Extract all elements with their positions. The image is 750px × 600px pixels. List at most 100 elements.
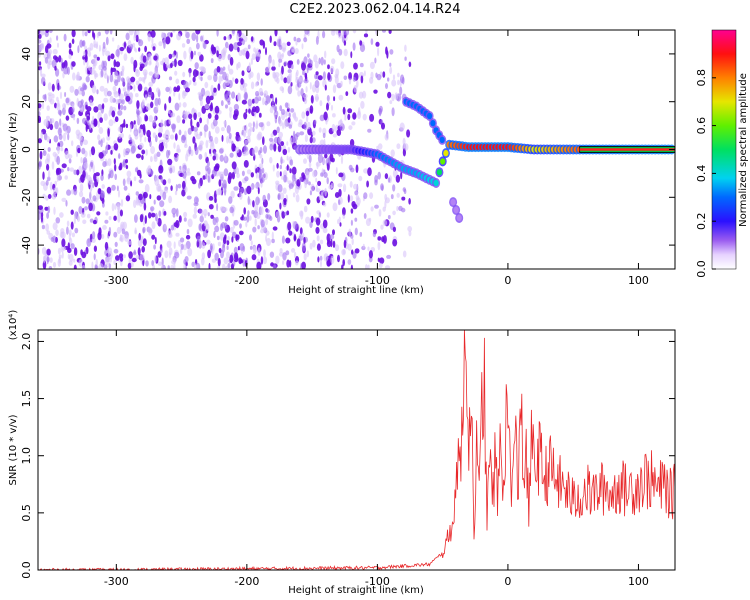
spectrogram-noise-cell: [299, 227, 303, 235]
spectrogram-noise-cell: [126, 176, 131, 183]
spectrogram-noise-cell: [392, 210, 396, 216]
spectrogram-noise-cell: [99, 85, 105, 92]
spectrogram-noise-cell: [252, 226, 257, 233]
spectrogram-noise-cell: [137, 247, 141, 256]
spectrogram-noise-cell: [52, 187, 58, 195]
spectrogram-noise-cell: [71, 103, 75, 109]
spectrogram-noise-cell: [167, 158, 173, 166]
spectrogram-noise-cell: [230, 190, 235, 199]
spectrogram-noise-cell: [359, 44, 366, 53]
spectrogram-noise-cell: [213, 151, 216, 157]
spectrogram-noise-cell: [317, 256, 320, 263]
spectrogram-noise-cell: [136, 169, 142, 177]
spectrogram-noise-cell: [142, 226, 146, 233]
spectrogram-noise-cell: [126, 76, 131, 82]
spectrogram-noise-cell: [225, 41, 229, 49]
spectrogram-noise-cell: [182, 102, 187, 108]
spectrogram-noise-cell: [237, 41, 243, 47]
spectrogram-noise-cell: [224, 189, 227, 196]
spectrogram-noise-cell: [260, 229, 265, 234]
spectrogram-noise-cell: [258, 163, 264, 169]
spectrogram-noise-cell: [291, 166, 297, 175]
spectrogram-noise-cell: [310, 215, 314, 223]
spectrogram-noise-cell: [247, 98, 253, 107]
spectrogram-noise-cell: [152, 46, 156, 51]
colorbar-tick-label: 0.6: [695, 117, 708, 135]
spectrogram-noise-cell: [40, 131, 43, 140]
spectrogram-noise-cell: [165, 86, 170, 93]
spectrogram-noise-cell: [56, 155, 61, 165]
spectrogram-noise-cell: [255, 90, 260, 97]
x-tick-label: -300: [104, 274, 129, 287]
spectrogram-noise-cell: [262, 256, 268, 265]
spectrogram-noise-cell: [331, 123, 336, 133]
x-tick-label: -200: [234, 274, 259, 287]
spectrogram-noise-cell: [61, 62, 65, 69]
spectrogram-noise-cell: [312, 170, 317, 178]
spectrogram-noise-cell: [38, 103, 42, 109]
spectrogram-noise-cell: [52, 261, 57, 268]
spectrogram-noise-cell: [250, 36, 254, 42]
spectrogram-noise-cell: [228, 196, 233, 204]
spectrogram-noise-cell: [279, 171, 282, 177]
spectrogram-noise-cell: [122, 254, 126, 259]
spectrogram-noise-cell: [354, 217, 358, 222]
spectrogram-noise-cell: [159, 200, 165, 208]
spectrogram-noise-cell: [262, 136, 265, 146]
spectrogram-noise-cell: [135, 153, 142, 159]
y-tick-label: 0.5: [20, 504, 33, 522]
spectrogram-noise-cell: [114, 116, 119, 123]
spectrogram-noise-cell: [122, 221, 127, 230]
spectrogram-noise-cell: [278, 131, 283, 139]
spectrogram-noise-cell: [370, 38, 374, 45]
spectrogram-noise-cell: [59, 140, 64, 148]
spectrogram-noise-cell: [135, 69, 140, 78]
spectrogram-noise-cell: [185, 110, 188, 119]
spectrogram-noise-cell: [210, 245, 213, 253]
spectrogram-noise-cell: [96, 89, 99, 95]
spectrogram-noise-cell: [118, 153, 121, 159]
spectrogram-noise-cell: [53, 206, 56, 215]
spectrogram-noise-cell: [196, 42, 200, 50]
spectrogram-noise-cell: [68, 158, 72, 164]
spectrogram-noise-cell: [59, 212, 64, 218]
spectrogram-noise-cell: [38, 205, 43, 211]
spectrogram-noise-cell: [178, 129, 182, 136]
spectrogram-noise-cell: [56, 96, 59, 102]
spectrogram-noise-cell: [279, 54, 284, 60]
spectrogram-noise-cell: [47, 205, 51, 214]
spectrogram-noise-cell: [51, 93, 55, 99]
spectrogram-noise-cell: [319, 114, 325, 122]
spectrogram-noise-cell: [98, 44, 101, 52]
spectrogram-noise-cell: [180, 168, 186, 174]
spectrogram-noise-cell: [343, 40, 347, 46]
spectrogram-noise-cell: [266, 237, 271, 247]
spectrogram-noise-cell: [107, 127, 110, 137]
spectrogram-noise-cell: [114, 241, 118, 247]
spectrogram-noise-cell: [220, 100, 224, 107]
spectrogram-noise-cell: [249, 245, 253, 250]
spectrogram-noise-cell: [315, 93, 319, 102]
spectrogram-noise-cell: [165, 142, 168, 149]
spectrogram-noise-cell: [263, 172, 268, 181]
spectrogram-noise-cell: [214, 105, 220, 114]
spectrogram-noise-cell: [228, 106, 233, 112]
spectrogram-noise-cell: [250, 240, 253, 246]
spectrogram-noise-cell: [113, 231, 118, 238]
spectrogram-noise-cell: [268, 137, 274, 142]
spectrogram-noise-cell: [262, 97, 265, 106]
spectrogram-noise-cell: [115, 255, 120, 261]
spectrogram-noise-cell: [157, 261, 163, 266]
spectrogram-noise-cell: [161, 257, 164, 266]
spectrogram-noise-cell: [402, 250, 407, 258]
spectrogram-noise-cell: [201, 209, 204, 218]
spectrogram-noise-cell: [167, 230, 173, 238]
spectrogram-noise-cell: [359, 62, 364, 68]
spectrogram-marks: [38, 30, 675, 269]
spectrogram-noise-cell: [135, 93, 139, 98]
spectrogram-noise-cell: [350, 264, 353, 269]
spectrogram-noise-cell: [148, 71, 154, 76]
spectrogram-noise-cell: [382, 219, 388, 226]
spectrogram-noise-cell: [316, 243, 321, 251]
spectrogram-noise-cell: [338, 119, 344, 127]
